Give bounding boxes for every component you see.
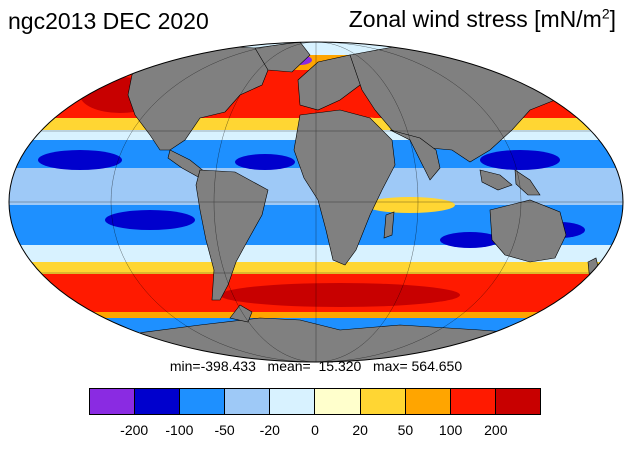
ocean-field [9,42,623,362]
colorbar-box-5 [315,389,361,414]
colorbar-box-1 [135,389,181,414]
colorbar-box-7 [405,389,451,414]
variable-title-exponent: 2 [601,5,610,22]
colorbar-box-8 [450,389,496,414]
colorbar-tick-label: -20 [259,422,280,438]
colorbar-tick-label: -50 [214,422,235,438]
colorbar-tick-label: -200 [120,422,149,438]
colorbar-box-6 [360,389,406,414]
variable-title-end: ] [609,6,616,32]
colorbar [89,388,541,415]
run-title: ngc2013 DEC 2020 [8,8,209,34]
colorbar-box-4 [270,389,316,414]
colorbar-tick-label: -100 [165,422,194,438]
variable-title: Zonal wind stress [mN/m2] [349,6,616,33]
colorbar-tick-label: 50 [397,422,414,438]
graticule [9,42,623,362]
colorbar-tick-label: 0 [311,422,319,438]
colorbar-tick-label: 100 [438,422,463,438]
colorbar-tick-label: 200 [484,422,508,438]
colorbar-tick-labels: -200 -100 -50 -20 0 20 50 100 200 [89,422,541,440]
colorbar-box-2 [180,389,226,414]
variable-title-main: Zonal wind stress [mN/m [348,6,602,32]
globe-outline [8,41,624,363]
field-statistics: min=-398.433 mean= 15.320 max= 564.650 [169,358,463,374]
colorbar-tick-label: 20 [352,422,368,438]
colorbar-box-0 [90,389,136,414]
colorbar-box-3 [225,389,271,414]
colorbar-box-9 [495,389,540,414]
